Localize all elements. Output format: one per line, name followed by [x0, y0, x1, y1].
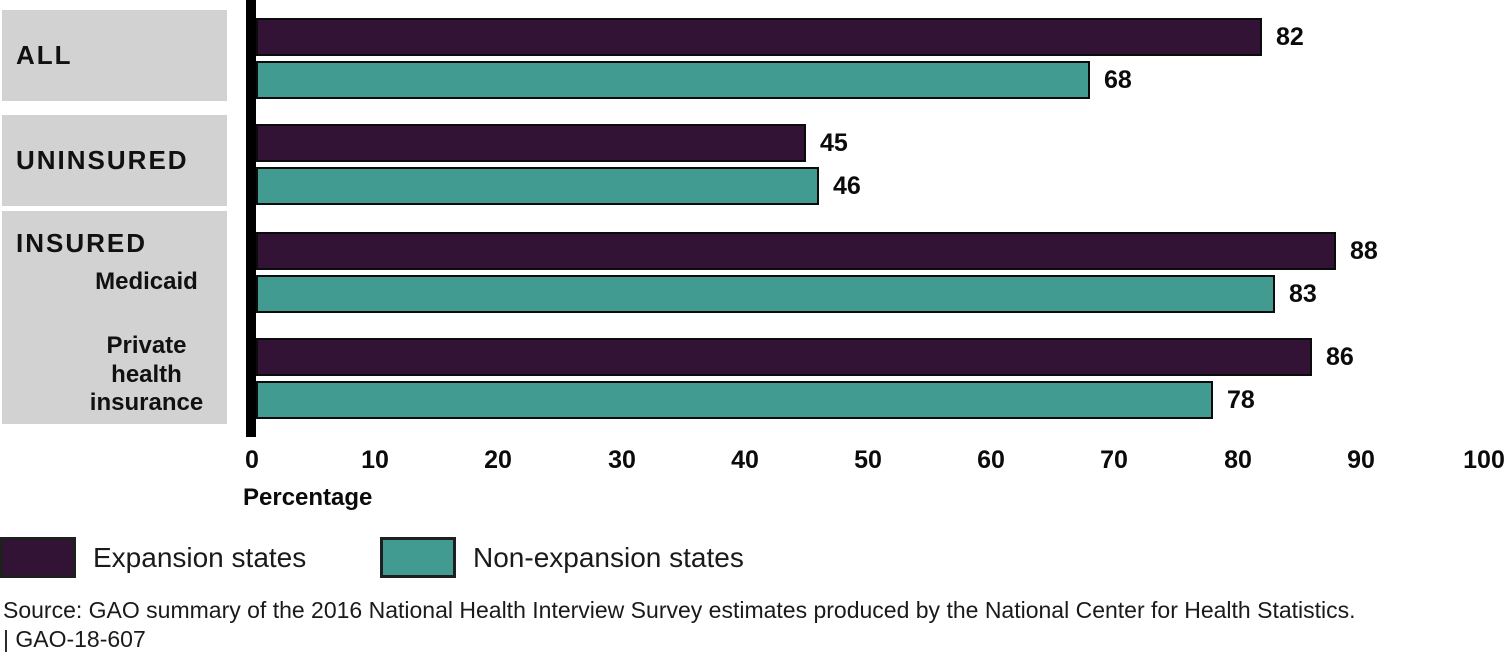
bar-non-expansion-states-private-health-insurance: [256, 381, 1213, 419]
category-label-all: ALL: [16, 40, 73, 70]
x-axis-title: Percentage: [243, 484, 373, 511]
x-tick-label-30: 30: [608, 446, 636, 474]
bar-value-label-non-expansion-states-private-health-insurance: 78: [1227, 386, 1255, 414]
x-tick-label-80: 80: [1224, 446, 1252, 474]
category-label-medicaid: Medicaid: [95, 268, 198, 295]
category-label-box-all: ALL: [2, 10, 227, 101]
legend-label-non-expansion-states: Non-expansion states: [473, 541, 744, 573]
category-label-private-health-insurance: Private health insurance: [89, 332, 204, 416]
x-tick-label-20: 20: [484, 446, 512, 474]
category-label-box-uninsured: UNINSURED: [2, 115, 227, 206]
bar-value-label-expansion-states-all: 82: [1276, 23, 1304, 51]
legend-item-expansion-states: Expansion states: [0, 537, 306, 578]
legend-swatch-non-expansion-states: [380, 537, 456, 578]
source-line-1: Source: GAO summary of the 2016 National…: [3, 597, 1356, 623]
legend: Expansion states Non-expansion states: [0, 537, 1508, 579]
bar-value-label-expansion-states-private-health-insurance: 86: [1326, 343, 1354, 371]
bar-non-expansion-states-uninsured: [256, 167, 819, 205]
source-note: Source: GAO summary of the 2016 National…: [3, 596, 1503, 654]
bar-value-label-non-expansion-states-medicaid: 83: [1289, 280, 1317, 308]
category-label-insured: INSURED: [16, 228, 148, 258]
x-tick-label-90: 90: [1347, 446, 1375, 474]
legend-item-non-expansion-states: Non-expansion states: [380, 537, 744, 578]
x-tick-label-70: 70: [1100, 446, 1128, 474]
legend-label-expansion-states: Expansion states: [93, 541, 307, 573]
x-tick-label-10: 10: [361, 446, 389, 474]
bar-expansion-states-uninsured: [256, 124, 806, 162]
y-axis-line: [246, 0, 256, 437]
bar-expansion-states-all: [256, 18, 1262, 56]
bar-value-label-expansion-states-medicaid: 88: [1350, 237, 1378, 265]
bar-non-expansion-states-all: [256, 61, 1090, 99]
x-tick-label-50: 50: [854, 446, 882, 474]
bar-expansion-states-private-health-insurance: [256, 338, 1312, 376]
bar-value-label-non-expansion-states-all: 68: [1104, 66, 1132, 94]
x-tick-label-100: 100: [1463, 446, 1505, 474]
bar-value-label-non-expansion-states-uninsured: 46: [833, 172, 861, 200]
x-tick-label-0: 0: [245, 446, 259, 474]
bar-value-label-expansion-states-uninsured: 45: [820, 129, 848, 157]
source-line-2: | GAO-18-607: [3, 626, 146, 652]
category-label-box-insured: INSURED Medicaid Private health insuranc…: [2, 211, 227, 424]
legend-swatch-expansion-states: [0, 537, 76, 578]
bar-expansion-states-medicaid: [256, 232, 1336, 270]
bar-non-expansion-states-medicaid: [256, 275, 1275, 313]
category-label-uninsured: UNINSURED: [16, 145, 189, 175]
x-tick-label-60: 60: [977, 446, 1005, 474]
x-tick-label-40: 40: [731, 446, 759, 474]
